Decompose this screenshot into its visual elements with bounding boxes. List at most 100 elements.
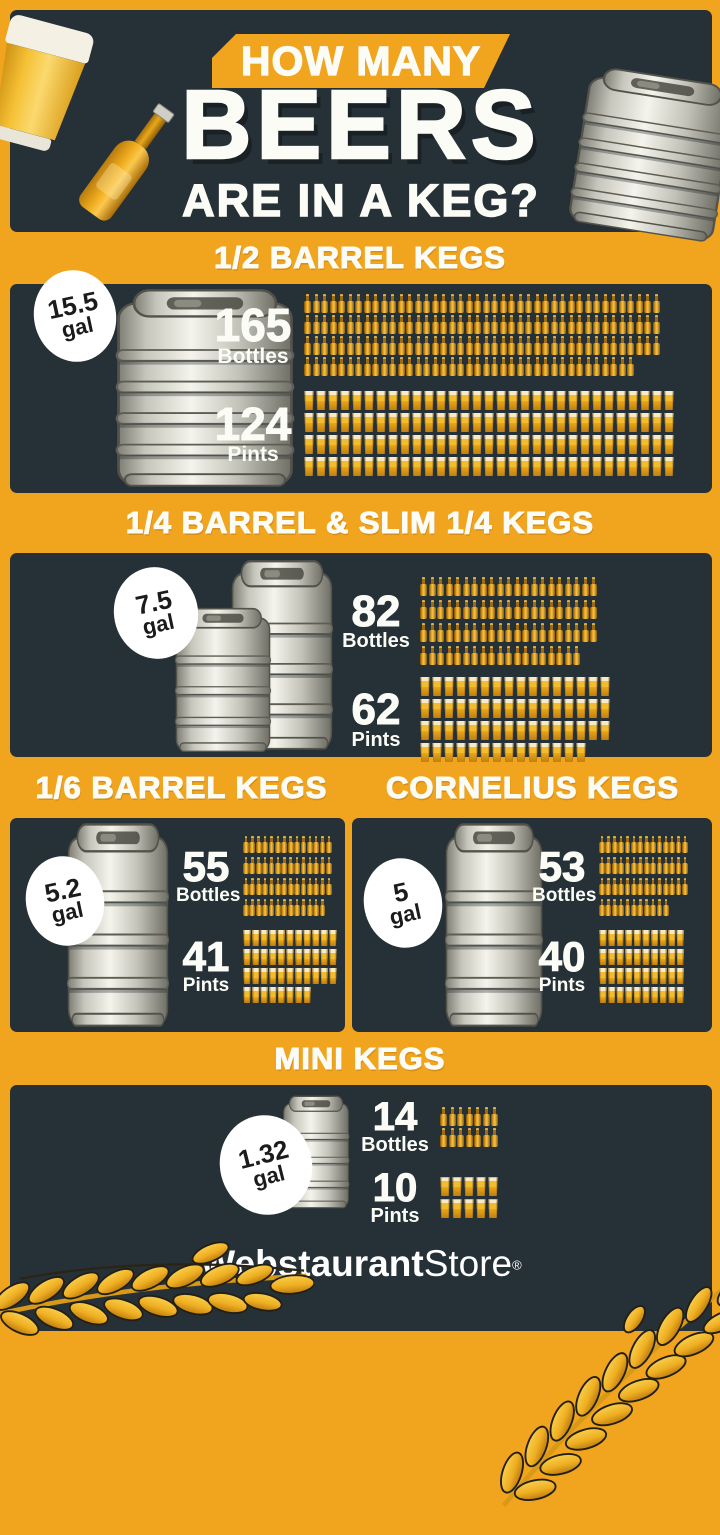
pint-icon [516,699,526,718]
pint-icon [388,457,398,476]
pint-icon [607,987,616,1003]
pints-stat-text: 62 Pints [340,685,412,750]
bottle-icon [471,600,478,619]
pint-icon [532,457,542,476]
pint-icon [576,743,586,762]
bottle-icon [389,357,396,376]
bottle-icon [652,315,660,334]
pints-stat: 40 Pints [532,930,688,1003]
pint-icon [528,721,538,740]
bottle-icon [274,878,281,895]
pint-icon [277,949,286,965]
bottle-icon [643,857,650,874]
bottle-icon [329,315,337,334]
bottle-icon [312,357,320,376]
bottle-icon [505,646,512,665]
bottle-icon [312,294,320,313]
pint-icon [628,413,638,432]
bottle-icon [542,357,549,376]
pint-icon [260,987,268,1003]
bottle-icon [338,294,345,313]
bottle-icon [539,646,546,665]
bottle-icon [516,315,524,334]
pint-icon [520,413,530,432]
pint-icon [652,457,662,476]
bottle-icon [652,294,660,313]
bottle-icon [630,857,637,874]
bottle-icon [539,577,546,596]
bottle-icon [471,577,478,596]
pint-icon [243,987,251,1003]
pint-icon [352,413,362,432]
bottle-icon [556,577,563,596]
pint-icon [564,699,574,718]
bottle-icon [624,836,631,853]
pint-icon [340,391,350,410]
pint-icon [376,435,386,454]
bottle-icon [243,857,249,874]
bottle-icon [454,623,461,642]
pint-icon [420,721,430,740]
bottle-icon [274,836,281,853]
bottle-icon [488,600,495,619]
pint-icon [540,677,550,696]
bottle-icon [618,899,624,916]
pint-icon [604,413,614,432]
bottle-icon [650,836,656,853]
pint-icon [448,391,458,410]
bottle-icon [431,336,439,355]
bottle-icon [525,357,532,376]
pint-icon [456,721,466,740]
bottle-icon [530,577,538,596]
bottle-icon [482,1106,490,1126]
pint-icon [492,743,502,762]
bottle-icon [567,294,575,313]
pint-icon [328,435,338,454]
bottles-stat: 165 Bottles [210,294,678,376]
bottle-icon [445,577,453,596]
bottle-icon [448,336,456,355]
bottle-icon [637,857,643,874]
bottle-icon [491,336,498,355]
bottle-icon [326,878,332,895]
stats: 82 Bottles 62 Pints [340,577,612,762]
pint-icon [476,1177,486,1197]
pint-icon [576,721,586,740]
bottle-icon [564,577,572,596]
pint-icon [628,391,638,410]
bottle-icon [593,357,600,376]
bottle-icon [329,336,337,355]
bottle-icon [287,899,294,916]
bottle-icon-grid [440,1106,500,1147]
pint-icon [400,413,410,432]
bottle-icon [294,899,300,916]
bottle-icon [630,836,637,853]
pints-count: 62 [351,685,401,735]
quarter-barrel-panel: 7.5 gal 82 Bottles [10,553,712,762]
pint-icon [316,457,326,476]
bottle-icon [605,899,611,916]
bottle-icon [313,836,319,853]
bottle-icon [630,899,637,916]
pint-icon [303,987,311,1003]
bottle-icon [355,336,362,355]
bottle-icon [465,1106,473,1126]
pint-icon [650,930,659,946]
bottle-icon [644,294,651,313]
bottle-icon [268,878,275,895]
pint-icon [520,457,530,476]
bottle-icon [675,836,682,853]
bottle-icon [662,899,669,916]
bottles-stat-text: 14 Bottles [358,1097,432,1155]
bottle-icon [406,315,413,334]
pint-icon [508,435,518,454]
bottle-icon [567,336,575,355]
bottle-icon [448,315,456,334]
bottle-icon [363,357,371,376]
pint-icon [328,457,338,476]
pint-icon [628,457,638,476]
bottle-icon [611,878,618,895]
bottle-icon [306,899,313,916]
bottle-icon [355,315,362,334]
bottle-icon [420,577,427,596]
